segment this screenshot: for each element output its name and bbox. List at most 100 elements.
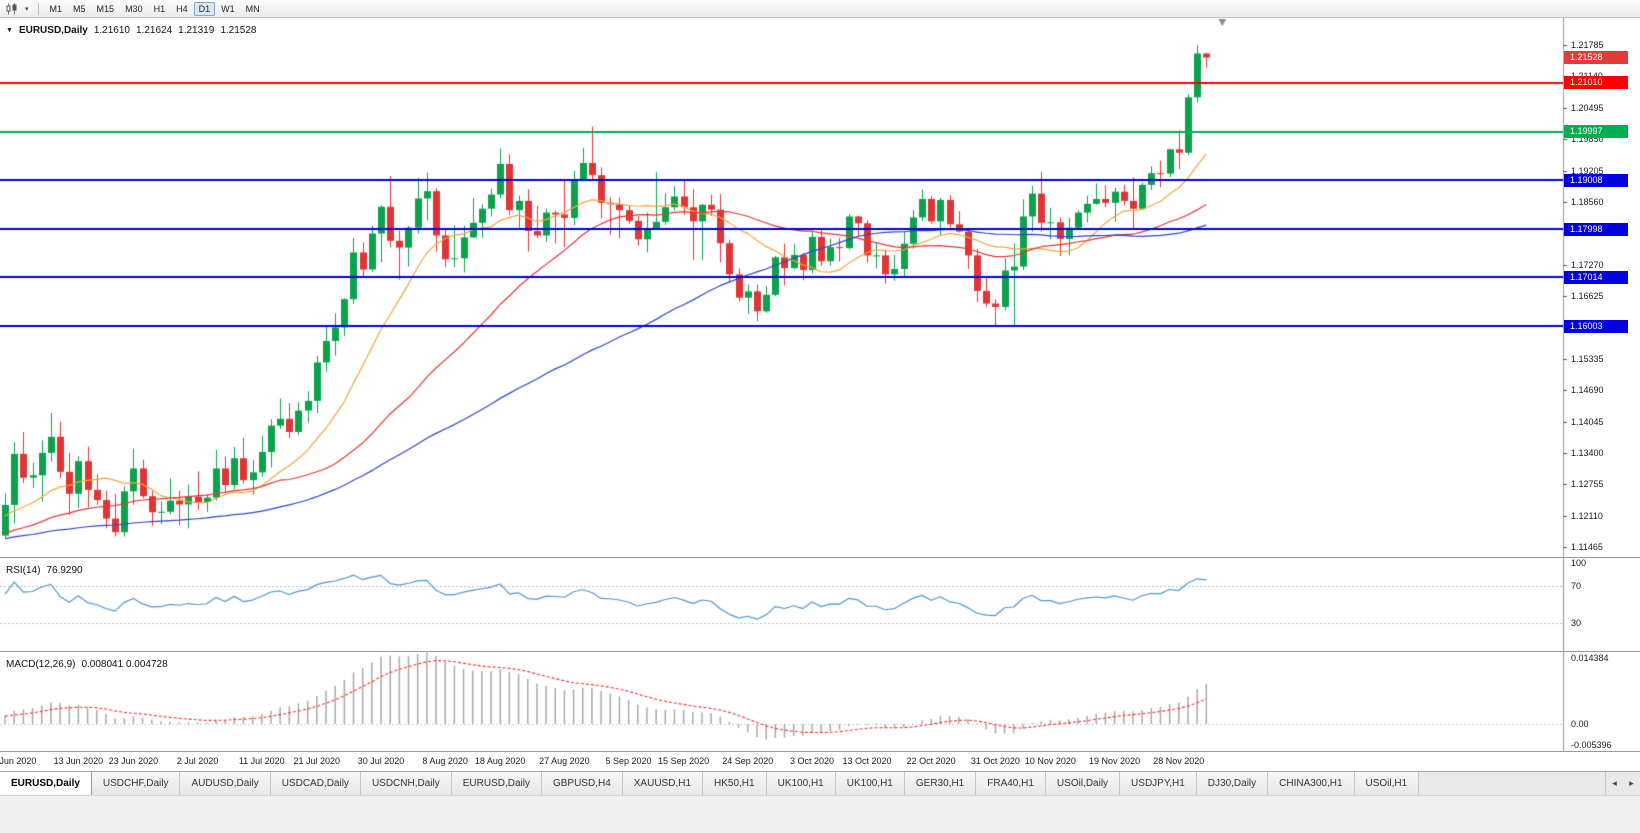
date-label: 27 Aug 2020 (539, 756, 590, 766)
rsi-axis[interactable]: 100 70 30 (1564, 558, 1640, 651)
time-axis[interactable]: 4 Jun 2020 13 Jun 2020 23 Jun 2020 2 Jul 20… (0, 752, 1640, 771)
price-tick-label: 1.15335 (1571, 353, 1604, 364)
chart-tab[interactable]: USOil,H1 (1354, 772, 1420, 795)
macd-chart-canvas[interactable] (0, 652, 1640, 751)
date-label: 11 Jul 2020 (238, 756, 285, 766)
tabs-scroll-left-button[interactable]: ◂ (1612, 778, 1617, 788)
toolbar: ▾ M1 M5 M15 M30 H1 H4 D1 W1 MN (0, 0, 1640, 18)
chart-tab-bar: EURUSD,Daily USDCHF,Daily AUDUSD,Daily USDC… (0, 771, 1640, 795)
chart-tab[interactable]: UK100,H1 (766, 772, 836, 795)
date-label: 8 Aug 2020 (422, 756, 468, 766)
chart-tab[interactable]: USDJPY,H1 (1120, 772, 1197, 795)
date-label: 30 Jul 2020 (357, 756, 405, 766)
timeframe-button-MN[interactable]: MN (245, 3, 260, 14)
macd-tick-label: -0.005396 (1571, 740, 1612, 750)
chart-symbol-title: EURUSD,Daily (18, 25, 88, 36)
macd-title-row: MACD(12,26,9) 0.008041 0.004728 (6, 659, 168, 670)
date-label: 3 Oct 2020 (789, 756, 834, 766)
status-bar (0, 795, 1640, 833)
timeframe-button-group: M1 M5 M15 M30 H1 H4 D1 W1 MN (45, 1, 265, 16)
panel-resize-handle[interactable] (0, 557, 1640, 558)
ohlc-open: 1.21610 (93, 25, 130, 36)
price-tick-label: 1.14690 (1571, 385, 1604, 396)
price-badge-resistance-line: 1.21010 (1564, 76, 1628, 90)
date-label: 15 Sep 2020 (658, 756, 710, 766)
price-tick-label: 1.12755 (1571, 479, 1604, 490)
macd-tick-label: 0.00 (1571, 718, 1589, 729)
price-axis[interactable]: 1.217851.211401.204951.198501.192051.185… (1564, 18, 1640, 557)
rsi-title-row: RSI(14) 76.9290 (6, 565, 83, 576)
toolbar-separator (37, 2, 39, 15)
timeframe-button-W1[interactable]: W1 (221, 3, 235, 14)
panel-resize-handle[interactable] (0, 651, 1640, 652)
panel-resize-handle[interactable] (0, 751, 1640, 752)
chart-expand-icon[interactable]: ▼ (6, 27, 13, 34)
price-tick-label: 1.16625 (1571, 291, 1604, 301)
price-badge-support-line: 1.19997 (1564, 125, 1628, 139)
macd-values: 0.008041 0.004728 (81, 659, 168, 670)
date-label: 4 Jun 2020 (0, 756, 37, 766)
date-label: 23 Jun 2020 (108, 756, 159, 766)
chart-tab[interactable]: DJ30,Daily (1196, 772, 1269, 795)
ohlc-high: 1.21624 (136, 25, 173, 36)
date-label: 13 Oct 2020 (842, 756, 892, 766)
chart-tab[interactable]: FRA40,H1 (976, 772, 1046, 795)
date-label: 19 Nov 2020 (1089, 756, 1141, 766)
timeframe-button-M5[interactable]: M5 (73, 3, 86, 14)
date-label: 2 Jul 2020 (176, 756, 219, 766)
price-tick-label: 1.21785 (1571, 39, 1604, 50)
chart-tab[interactable]: EURUSD,Daily (0, 772, 92, 795)
date-label: 24 Sep 2020 (722, 756, 774, 766)
rsi-chart-canvas[interactable] (0, 558, 1640, 651)
price-tick-label: 1.17270 (1571, 259, 1604, 270)
rsi-panel: RSI(14) 76.9290 100 70 30 (0, 558, 1640, 651)
chart-tab[interactable]: USDCNH,Daily (360, 772, 452, 795)
timeframe-button-M1[interactable]: M1 (49, 3, 63, 14)
chart-tab[interactable]: CHINA300,H1 (1268, 772, 1355, 795)
price-tick-label: 1.12110 (1571, 510, 1603, 521)
date-label: 5 Sep 2020 (605, 756, 652, 766)
candlestick-chart-icon[interactable] (4, 1, 21, 17)
price-badge-level-line: 1.17014 (1564, 270, 1628, 284)
rsi-tick-label: 70 (1571, 580, 1582, 591)
price-chart-canvas[interactable] (0, 18, 1640, 557)
price-tick-label: 1.13400 (1571, 447, 1604, 458)
price-tick-label: 1.18560 (1571, 196, 1604, 207)
ohlc-close: 1.21528 (220, 25, 257, 36)
timeframe-button-H4[interactable]: H4 (176, 3, 188, 14)
chart-tab[interactable]: USDCHF,Daily (91, 772, 181, 795)
tabs-scroll-right-button[interactable]: ▸ (1629, 778, 1634, 788)
tab-scroll-controls: ◂ ▸ (1605, 772, 1640, 795)
chart-type-dropdown-icon[interactable]: ▾ (25, 5, 29, 13)
macd-tick-label: 0.014384 (1571, 653, 1609, 663)
rsi-tick-label: 30 (1571, 618, 1582, 629)
date-label: 21 Jul 2020 (293, 756, 341, 766)
main-chart-panel: ▼ EURUSD,Daily 1.21610 1.21624 1.21319 1… (0, 18, 1640, 557)
timeframe-button-D1[interactable]: D1 (193, 1, 216, 16)
chart-tab[interactable]: XAUUSD,H1 (622, 772, 704, 795)
timeframe-button-H1[interactable]: H1 (153, 3, 166, 14)
price-badge-level-line: 1.16003 (1564, 319, 1628, 333)
price-badge-bid: 1.21528 (1564, 51, 1628, 64)
date-label: 13 Jun 2020 (53, 756, 104, 766)
chart-tab[interactable]: GBPUSD,H4 (541, 772, 623, 795)
price-badge-level-line: 1.19008 (1564, 173, 1628, 187)
timeframe-button-M15[interactable]: M15 (96, 3, 115, 14)
price-tick-label: 1.20495 (1571, 102, 1604, 113)
chart-tab[interactable]: UK100,H1 (835, 772, 905, 795)
chart-tab[interactable]: AUDUSD,Daily (180, 772, 271, 795)
chart-tab[interactable]: EURUSD,Daily (451, 772, 542, 795)
ohlc-low: 1.21319 (178, 25, 215, 36)
macd-axis[interactable]: 0.014384 0.00 -0.005396 (1564, 652, 1640, 751)
price-tick-label: 1.11465 (1571, 542, 1603, 553)
chart-tab[interactable]: HK50,H1 (703, 772, 767, 795)
timeframe-button-M30[interactable]: M30 (125, 3, 143, 14)
chart-tab[interactable]: USOil,Daily (1045, 772, 1121, 795)
chart-tab[interactable]: USDCAD,Daily (270, 772, 361, 795)
chart-title-row: ▼ EURUSD,Daily 1.21610 1.21624 1.21319 1… (6, 25, 256, 36)
chart-tab[interactable]: GER30,H1 (904, 772, 977, 795)
date-label: 28 Nov 2020 (1153, 756, 1205, 766)
rsi-tick-label: 100 (1571, 558, 1587, 568)
rsi-value: 76.9290 (46, 565, 83, 576)
